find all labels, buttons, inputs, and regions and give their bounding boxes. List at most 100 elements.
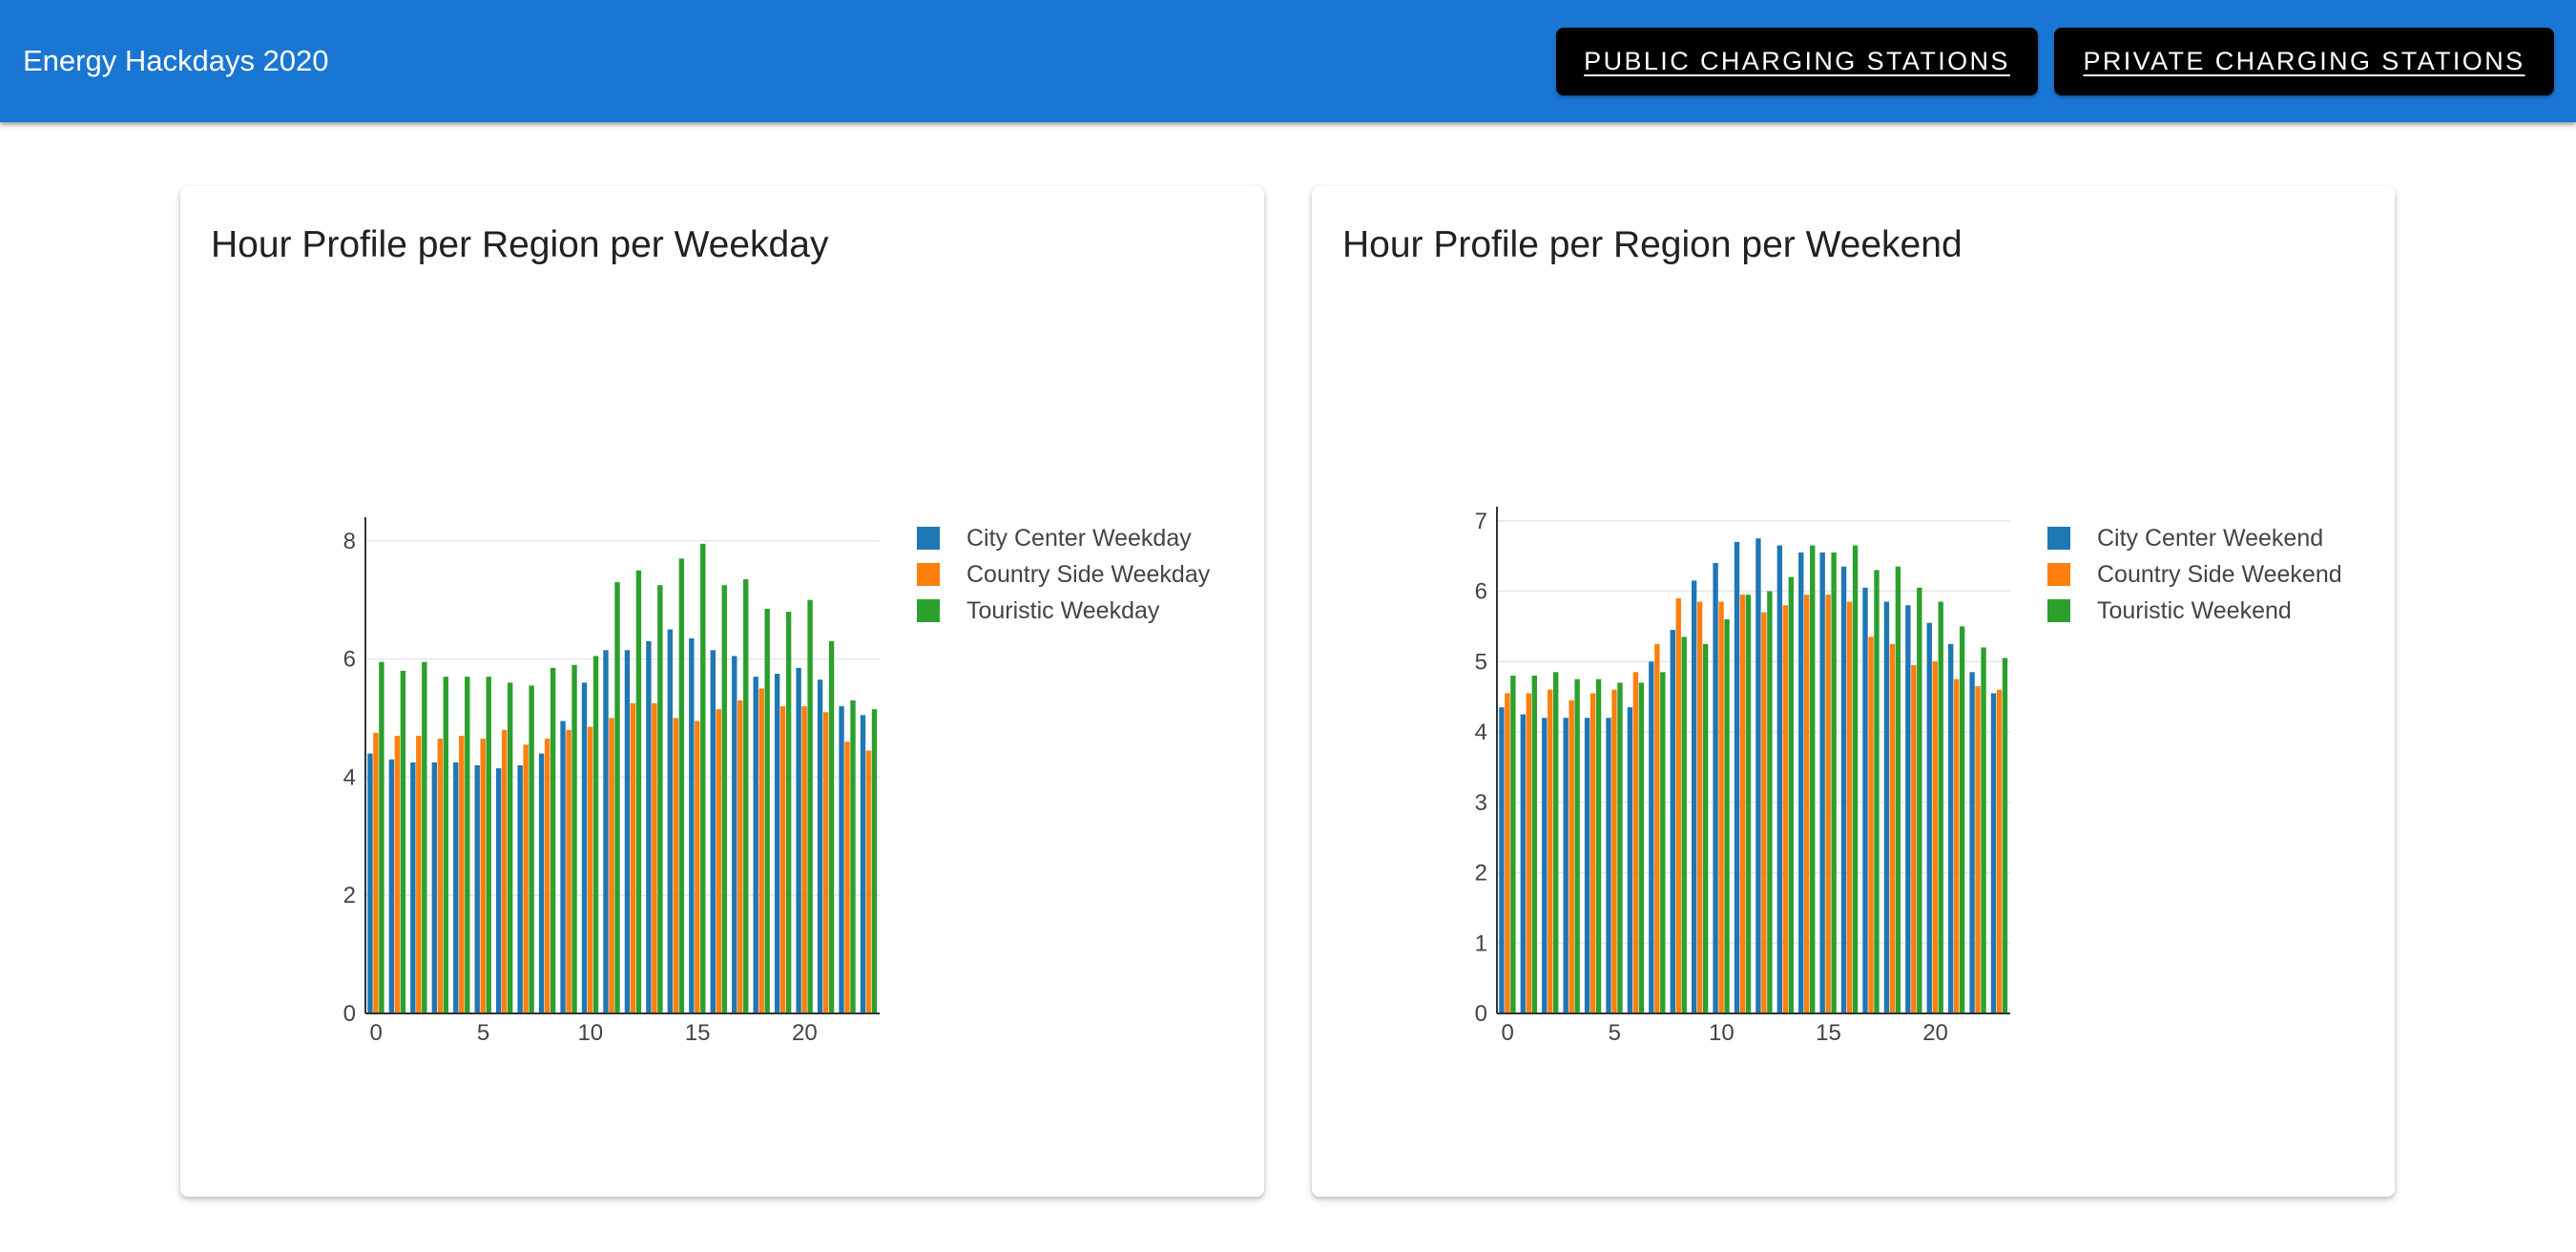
bar[interactable] (1776, 545, 1783, 1013)
bar[interactable] (871, 709, 878, 1013)
legend-swatch[interactable] (2047, 599, 2070, 622)
bar[interactable] (1883, 601, 1890, 1013)
bar[interactable] (1595, 678, 1602, 1013)
legend-swatch[interactable] (2047, 563, 2070, 586)
bar[interactable] (592, 656, 599, 1013)
legend-label[interactable]: Country Side Weekend (2097, 561, 2342, 588)
bar[interactable] (1825, 595, 1831, 1013)
bar[interactable] (1553, 672, 1559, 1013)
bar[interactable] (581, 682, 588, 1013)
bar[interactable] (1831, 552, 1837, 1013)
bar[interactable] (1788, 576, 1794, 1013)
legend-swatch[interactable] (917, 563, 940, 586)
bar[interactable] (1767, 591, 1773, 1014)
bar[interactable] (779, 706, 786, 1013)
bar[interactable] (501, 729, 508, 1013)
legend-swatch[interactable] (917, 527, 940, 550)
bar[interactable] (1542, 718, 1548, 1013)
bar[interactable] (1568, 699, 1574, 1013)
bar[interactable] (486, 677, 491, 1013)
bar[interactable] (1718, 601, 1724, 1013)
bar[interactable] (529, 685, 534, 1013)
bar[interactable] (1617, 682, 1623, 1014)
bar[interactable] (667, 629, 674, 1013)
bar[interactable] (839, 706, 844, 1013)
bar[interactable] (1499, 707, 1505, 1013)
bar[interactable] (431, 762, 438, 1013)
bar[interactable] (410, 762, 416, 1013)
legend-swatch[interactable] (917, 599, 940, 622)
weekday-chart[interactable]: 0 2 4 6 8 0 5 10 15 20 City Center Weekday Country … (180, 186, 1264, 1197)
bar[interactable] (801, 706, 807, 1013)
bar[interactable] (646, 641, 652, 1013)
bar[interactable] (388, 759, 395, 1013)
bar[interactable] (807, 599, 813, 1013)
bar[interactable] (844, 741, 850, 1013)
bar[interactable] (1959, 626, 1965, 1014)
bar[interactable] (678, 558, 685, 1013)
bar[interactable] (822, 712, 829, 1013)
legend-label[interactable]: Touristic Weekday (966, 597, 1160, 624)
weekend-chart[interactable]: 0 1 2 3 4 5 6 7 0 5 10 15 20 City Center Weekend Count… (1312, 186, 2395, 1197)
bar[interactable] (635, 570, 642, 1013)
bar[interactable] (1627, 707, 1633, 1013)
bar[interactable] (587, 726, 593, 1013)
bar[interactable] (437, 739, 443, 1013)
bar[interactable] (743, 579, 749, 1013)
bar[interactable] (1696, 601, 1703, 1013)
bar[interactable] (560, 720, 566, 1013)
bar[interactable] (453, 762, 459, 1013)
bar[interactable] (416, 736, 422, 1013)
bar[interactable] (865, 750, 872, 1013)
bar[interactable] (1548, 689, 1553, 1013)
legend-label[interactable]: City Center Weekday (966, 525, 1192, 552)
bar[interactable] (1889, 643, 1896, 1013)
bar[interactable] (400, 670, 406, 1013)
bar[interactable] (1649, 661, 1654, 1013)
bar[interactable] (828, 641, 835, 1013)
bar[interactable] (373, 732, 379, 1013)
bar[interactable] (1526, 693, 1532, 1013)
bar[interactable] (459, 736, 465, 1013)
bar[interactable] (1895, 566, 1901, 1013)
bar[interactable] (394, 736, 401, 1013)
bar[interactable] (422, 661, 427, 1013)
bar[interactable] (1531, 676, 1537, 1013)
bar[interactable] (538, 753, 545, 1013)
bar[interactable] (860, 715, 866, 1013)
bar[interactable] (1670, 630, 1675, 1013)
bar[interactable] (379, 661, 384, 1013)
bar[interactable] (1611, 689, 1617, 1013)
bar[interactable] (1840, 566, 1847, 1013)
bar[interactable] (1563, 718, 1568, 1013)
bar[interactable] (1917, 587, 1922, 1013)
bar[interactable] (737, 699, 743, 1013)
bar[interactable] (700, 543, 706, 1013)
bar[interactable] (721, 585, 727, 1013)
bar[interactable] (1724, 619, 1730, 1013)
bar[interactable] (1798, 552, 1804, 1013)
bar[interactable] (1938, 601, 1943, 1013)
bar[interactable] (1505, 693, 1510, 1013)
bar[interactable] (1819, 552, 1825, 1013)
bar[interactable] (1761, 612, 1767, 1014)
legend-label[interactable]: City Center Weekend (2097, 525, 2323, 552)
bar[interactable] (1510, 676, 1516, 1013)
bar[interactable] (1755, 538, 1761, 1013)
bar[interactable] (2002, 657, 2008, 1013)
bar[interactable] (1574, 678, 1580, 1013)
bar[interactable] (1584, 718, 1590, 1013)
bar[interactable] (571, 664, 577, 1013)
bar[interactable] (652, 703, 657, 1013)
bar[interactable] (753, 677, 758, 1013)
bar[interactable] (630, 703, 636, 1013)
bar[interactable] (603, 650, 609, 1013)
bar[interactable] (480, 739, 486, 1013)
bar[interactable] (1804, 595, 1810, 1013)
bar[interactable] (517, 765, 523, 1013)
bar[interactable] (507, 682, 513, 1013)
bar[interactable] (1947, 643, 1954, 1013)
bar[interactable] (496, 768, 502, 1013)
legend-swatch[interactable] (2047, 527, 2070, 550)
bar[interactable] (1975, 686, 1981, 1013)
